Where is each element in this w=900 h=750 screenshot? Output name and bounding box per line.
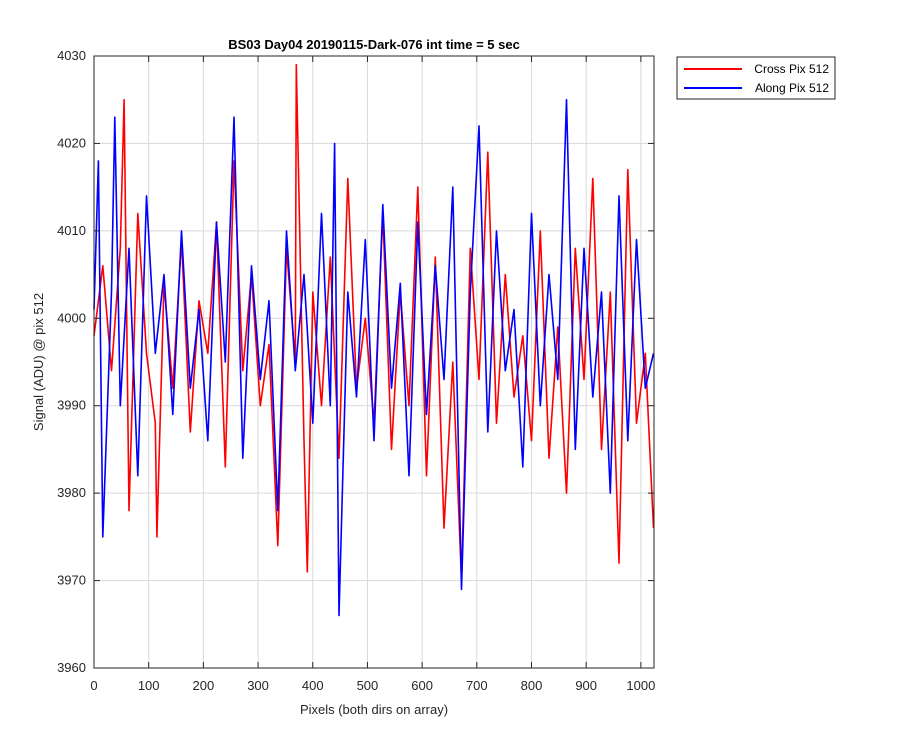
x-tick-label: 900 (575, 678, 597, 693)
x-tick-label: 700 (466, 678, 488, 693)
y-tick-label: 4030 (57, 48, 86, 63)
legend-box (676, 56, 836, 100)
y-tick-label: 4020 (57, 135, 86, 150)
series-layer (93, 63, 655, 617)
x-tick-label: 200 (193, 678, 215, 693)
x-tick-label: 100 (138, 678, 160, 693)
chart-title: BS03 Day04 20190115-Dark-076 int time = … (228, 37, 520, 52)
legend-label-cross: Cross Pix 512 (754, 62, 829, 76)
y-axis-label: Signal (ADU) @ pix 512 (31, 293, 46, 431)
x-tick-label: 800 (521, 678, 543, 693)
legend-label-along: Along Pix 512 (755, 81, 829, 95)
y-tick-label: 3980 (57, 485, 86, 500)
x-tick-label: 600 (411, 678, 433, 693)
x-tick-label: 500 (357, 678, 379, 693)
plot-border (93, 55, 655, 669)
x-tick-label: 400 (302, 678, 324, 693)
x-tick-label: 1000 (626, 678, 655, 693)
x-axis-label: Pixels (both dirs on array) (300, 702, 448, 717)
legend: Cross Pix 512 Along Pix 512 (676, 56, 836, 100)
ticks: 0 100 200 300 400 500 600 700 800 900 1000 3960 3970… (57, 48, 655, 693)
y-tick-label: 3960 (57, 660, 86, 675)
x-tick-label: 0 (90, 678, 97, 693)
y-tick-label: 4000 (57, 310, 86, 325)
y-tick-label: 3970 (57, 573, 86, 588)
y-tick-label: 4010 (57, 223, 86, 238)
y-tick-label: 3990 (57, 398, 86, 413)
plot-area (94, 56, 654, 668)
series-line-1 (93, 98, 655, 617)
x-tick-label: 300 (247, 678, 269, 693)
